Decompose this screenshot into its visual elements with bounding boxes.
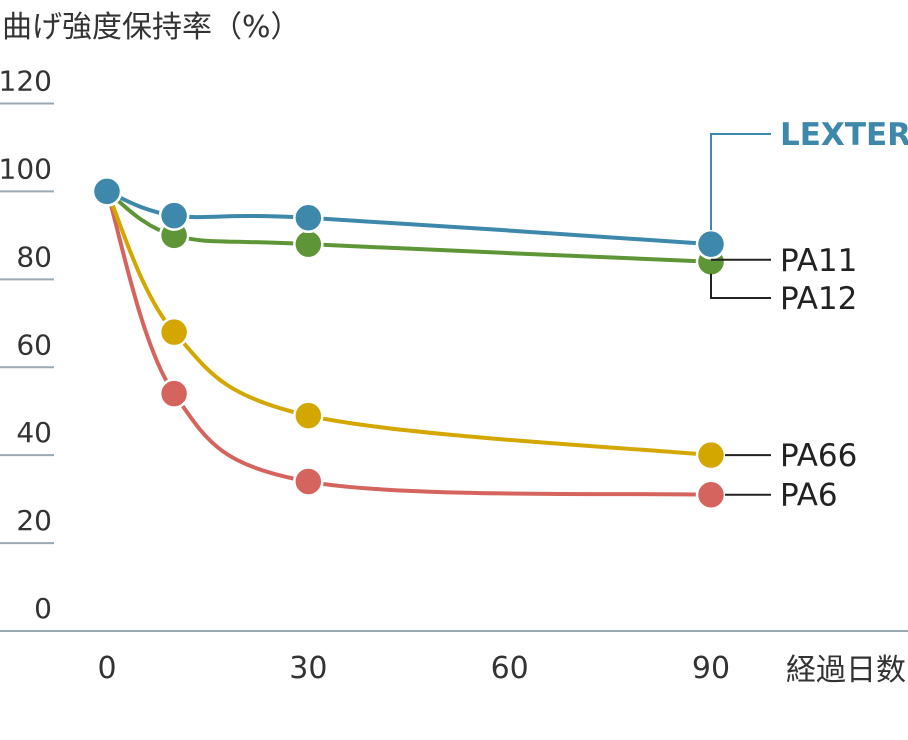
leader-line (710, 133, 771, 231)
x-tick-label: 90 (692, 651, 730, 686)
series-label: PA11 (780, 243, 857, 279)
x-tick-label: 60 (491, 651, 529, 686)
y-tick-label: 120 (0, 65, 52, 98)
data-point-pa6 (158, 378, 190, 409)
data-point-pa66 (293, 400, 324, 431)
data-point-lexter (293, 202, 324, 234)
series-line-pa6 (105, 190, 712, 497)
data-point-pa11 (293, 228, 324, 260)
data-point-lexter (158, 200, 190, 231)
series-label: PA12 (780, 281, 857, 317)
y-tick-label: 20 (16, 504, 52, 537)
chart-title: 曲げ強度保持率（%） (2, 10, 301, 45)
data-point-pa66 (695, 439, 727, 471)
y-tick-label: 100 (0, 152, 52, 185)
series-label: PA66 (780, 438, 857, 474)
series-line-lexter (106, 189, 712, 247)
x-tick-label: 30 (289, 651, 327, 686)
y-tick-label: 40 (16, 416, 52, 449)
x-tick-label: 0 (97, 651, 116, 686)
leader-line (710, 273, 771, 299)
y-tick-label: 80 (16, 240, 52, 273)
series-line-pa11-pa12 (105, 189, 712, 264)
data-point-pa66 (158, 316, 190, 348)
data-point-lexter (91, 176, 123, 207)
x-axis-label: 経過日数 (786, 653, 906, 688)
series-label: LEXTER (780, 117, 908, 153)
data-point-pa6 (695, 479, 727, 510)
data-point-pa6 (293, 466, 324, 497)
series-line-pa66 (105, 190, 712, 458)
y-tick-label: 60 (16, 328, 52, 361)
series-label: PA6 (780, 478, 838, 514)
y-tick-label: 0 (34, 592, 52, 625)
data-point-lexter (695, 228, 727, 260)
